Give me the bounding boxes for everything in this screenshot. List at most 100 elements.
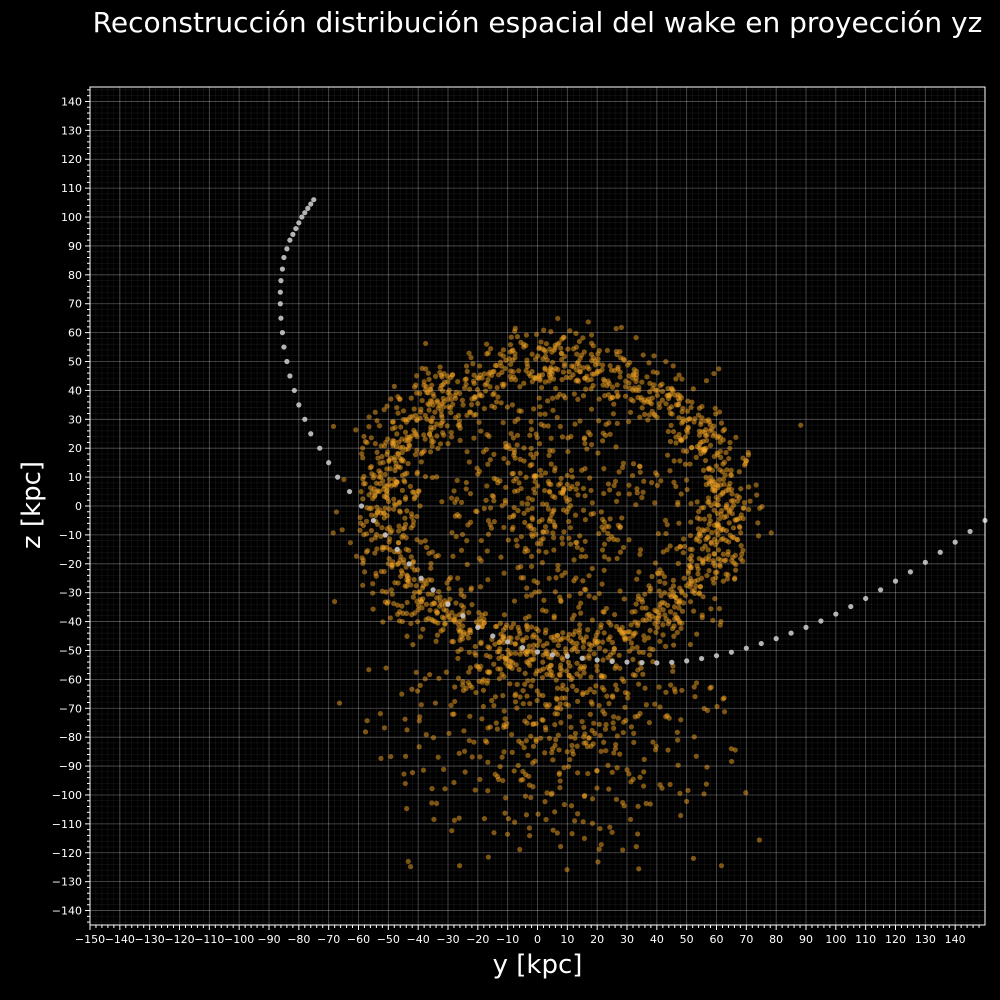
wake-point: [720, 476, 727, 483]
y-tick-label: 80: [68, 269, 82, 282]
wake-point: [487, 384, 493, 390]
wake-point: [662, 517, 669, 523]
wake-point: [536, 345, 542, 352]
y-tick-label: −60: [59, 673, 82, 686]
wake-point: [582, 465, 588, 472]
wake-point: [476, 678, 482, 684]
wake-point: [415, 488, 421, 494]
wake-point: [548, 435, 554, 441]
wake-point: [692, 694, 698, 700]
wake-point: [530, 677, 536, 683]
orbit-point: [460, 613, 466, 619]
wake-point: [679, 608, 686, 614]
wake-point: [419, 605, 425, 611]
wake-point: [566, 535, 572, 541]
wake-point: [525, 648, 531, 654]
wake-point: [687, 641, 694, 648]
wake-point: [432, 409, 438, 415]
wake-point: [394, 431, 400, 437]
wake-point: [505, 663, 511, 669]
wake-point: [461, 385, 468, 391]
wake-point: [720, 551, 726, 557]
wake-point: [628, 724, 635, 730]
orbit-point: [848, 603, 854, 610]
wake-point: [387, 615, 394, 621]
wake-point: [468, 402, 475, 408]
wake-point: [613, 682, 619, 688]
wake-point: [400, 610, 406, 616]
wake-point: [430, 735, 437, 741]
wake-point: [455, 655, 461, 662]
wake-point: [407, 443, 413, 449]
wake-point: [641, 769, 647, 775]
wake-point: [533, 450, 540, 457]
wake-point: [616, 652, 622, 658]
wake-point: [677, 458, 683, 464]
wake-point: [658, 478, 664, 484]
wake-point: [569, 483, 575, 490]
wake-point: [710, 558, 717, 564]
wake-point: [699, 403, 705, 410]
wake-point: [595, 351, 601, 357]
wake-point: [541, 327, 547, 333]
wake-point: [581, 835, 588, 841]
wake-point: [614, 687, 620, 693]
wake-point: [709, 529, 715, 536]
wake-point: [577, 533, 583, 539]
wake-point: [682, 461, 688, 467]
wake-point: [646, 412, 653, 418]
wake-point: [484, 669, 491, 675]
wake-point: [605, 762, 611, 768]
wake-point: [676, 520, 682, 526]
wake-point: [585, 627, 591, 633]
wake-point: [505, 537, 511, 543]
wake-point: [399, 472, 406, 479]
wake-point: [725, 552, 731, 558]
wake-point: [646, 360, 652, 366]
wake-point: [647, 627, 653, 634]
wake-point: [494, 384, 500, 391]
wake-point: [518, 534, 524, 540]
wake-point: [605, 378, 611, 384]
wake-point: [564, 509, 570, 515]
orbit-point: [394, 546, 400, 552]
wake-point: [698, 419, 704, 425]
wake-point: [395, 451, 402, 457]
wake-point: [726, 520, 732, 526]
wake-point: [406, 547, 412, 553]
wake-point: [690, 855, 697, 861]
wake-point: [640, 352, 646, 358]
wake-point: [559, 572, 565, 579]
wake-point: [496, 676, 502, 682]
wake-point: [565, 346, 571, 352]
wake-point: [559, 541, 566, 547]
wake-point: [559, 434, 566, 440]
wake-point: [510, 621, 517, 627]
wake-point: [455, 422, 461, 428]
wake-point: [669, 386, 675, 393]
wake-point: [435, 754, 441, 760]
wake-point: [601, 490, 607, 497]
orbit-point: [277, 301, 283, 307]
wake-point: [595, 859, 601, 865]
wake-point: [572, 730, 579, 737]
x-tick-label: 130: [915, 933, 936, 946]
x-tick-label: 100: [825, 933, 846, 946]
orbit-point: [293, 225, 299, 232]
wake-point: [671, 604, 678, 610]
x-tick-label: 90: [799, 933, 813, 946]
y-tick-label: 140: [61, 95, 82, 108]
wake-point: [738, 543, 744, 549]
wake-point: [577, 369, 583, 375]
wake-point: [671, 642, 677, 648]
wake-point: [555, 705, 561, 711]
wake-point: [699, 546, 705, 552]
wake-point: [567, 756, 573, 763]
wake-point: [399, 603, 405, 609]
wake-point: [400, 444, 406, 450]
wake-point: [481, 505, 487, 512]
wake-point: [531, 406, 537, 412]
wake-point: [663, 689, 669, 695]
wake-point: [443, 608, 449, 614]
wake-point: [716, 477, 722, 483]
